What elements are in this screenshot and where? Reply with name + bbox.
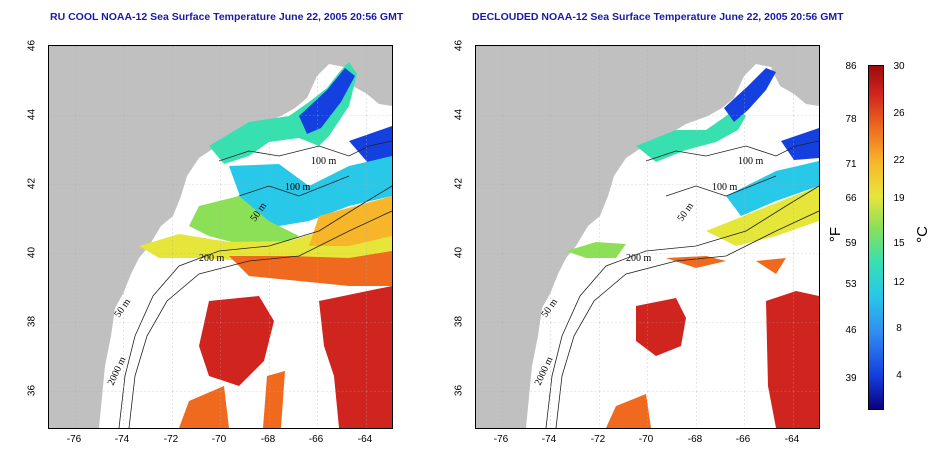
lon-tick-label: -72	[590, 434, 606, 445]
lat-tick-label: 38	[26, 315, 38, 328]
lat-tick-label: 44	[453, 108, 465, 121]
lat-tick-label: 44	[26, 108, 38, 121]
sst-map-left: 100 m 100 m 50 m 200 m 50 m 2000 m	[48, 45, 393, 429]
lon-tick-label: -76	[493, 434, 509, 445]
lat-tick-label: 36	[26, 384, 38, 397]
lon-tick-label: -66	[308, 434, 324, 445]
lon-tick-label: -64	[357, 434, 373, 445]
contour-label: 100 m	[712, 182, 738, 193]
lon-tick-label: -74	[114, 434, 130, 445]
lat-tick-label: 36	[453, 384, 465, 397]
colorbar-c-label: 4	[896, 370, 902, 381]
lon-tick-label: -68	[260, 434, 276, 445]
colorbar-f-label: 46	[845, 325, 857, 336]
lat-tick-label: 46	[453, 39, 465, 52]
temperature-colorbar	[868, 65, 884, 410]
colorbar-c-label: 8	[896, 323, 902, 334]
lon-tick-label: -70	[211, 434, 227, 445]
contour-label: 100 m	[738, 156, 764, 167]
right-map-title: DECLOUDED NOAA-12 Sea Surface Temperatur…	[472, 11, 844, 23]
colorbar-f-label: 39	[845, 373, 857, 384]
lat-tick-label: 42	[26, 177, 38, 190]
colorbar-f-label: 53	[845, 279, 857, 290]
colorbar-f-label: 59	[845, 238, 857, 249]
colorbar-c-label: 30	[893, 61, 905, 72]
fahrenheit-unit-label: °F	[827, 226, 845, 243]
colorbar-c-label: 19	[893, 193, 905, 204]
colorbar-f-label: 71	[845, 159, 857, 170]
contour-label: 100 m	[311, 156, 337, 167]
left-map-title: RU COOL NOAA-12 Sea Surface Temperature …	[50, 11, 404, 23]
lon-tick-label: -76	[66, 434, 82, 445]
lon-tick-label: -68	[687, 434, 703, 445]
colorbar-f-label: 78	[845, 114, 857, 125]
lon-tick-label: -66	[735, 434, 751, 445]
sst-map-right: 100 m 100 m 50 m 200 m 50 m 2000 m	[475, 45, 820, 429]
colorbar-f-label: 66	[845, 193, 857, 204]
lat-tick-label: 42	[453, 177, 465, 190]
lat-tick-label: 38	[453, 315, 465, 328]
celsius-unit-label: °C	[913, 226, 931, 243]
lon-tick-label: -74	[541, 434, 557, 445]
contour-label: 100 m	[285, 182, 311, 193]
lat-tick-label: 40	[26, 246, 38, 259]
colorbar-c-label: 26	[893, 108, 905, 119]
colorbar-c-label: 12	[893, 277, 905, 288]
colorbar-c-label: 22	[893, 155, 905, 166]
contour-label: 200 m	[626, 253, 652, 264]
lon-tick-label: -70	[638, 434, 654, 445]
lon-tick-label: -64	[784, 434, 800, 445]
colorbar-f-label: 86	[845, 61, 857, 72]
colorbar-c-label: 15	[893, 238, 905, 249]
lat-tick-label: 40	[453, 246, 465, 259]
lat-tick-label: 46	[26, 39, 38, 52]
lon-tick-label: -72	[163, 434, 179, 445]
contour-label: 200 m	[199, 253, 225, 264]
